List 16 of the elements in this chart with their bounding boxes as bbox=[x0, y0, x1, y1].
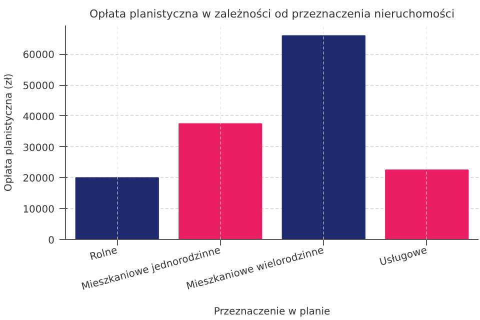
bar bbox=[178, 123, 262, 240]
bar bbox=[282, 35, 366, 240]
x-tick-label: Rolne bbox=[88, 245, 119, 264]
x-tick-label: Usługowe bbox=[378, 245, 428, 268]
bar bbox=[75, 177, 159, 240]
y-tick-label: 40000 bbox=[22, 112, 54, 123]
y-tick-label: 30000 bbox=[22, 142, 54, 154]
y-axis-title: Opłata planistyczna (zł) bbox=[4, 73, 15, 192]
bar bbox=[385, 170, 469, 240]
y-tick-label: 20000 bbox=[22, 174, 54, 185]
x-axis-title: Przeznaczenie w planie bbox=[214, 306, 330, 318]
y-tick-label: 10000 bbox=[22, 204, 54, 216]
y-tick-label: 0 bbox=[48, 236, 55, 246]
chart-title: Opłata planistyczna w zależności od przeznaczenia nieruchomości bbox=[90, 8, 455, 20]
y-tick-label: 50000 bbox=[22, 81, 54, 92]
y-tick-label: 60000 bbox=[22, 50, 54, 62]
